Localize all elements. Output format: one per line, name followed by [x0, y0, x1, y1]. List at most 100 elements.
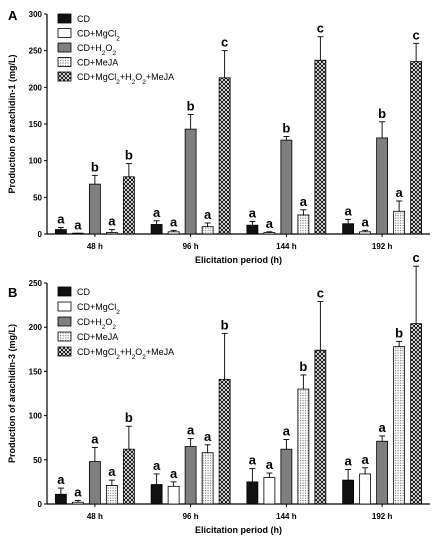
legend-label-subscript: 2	[102, 324, 106, 331]
bar	[150, 224, 163, 235]
significance-letter: a	[108, 214, 116, 229]
y-tick-label: 200	[29, 83, 43, 92]
y-tick-label: 50	[33, 456, 42, 465]
significance-letter: c	[317, 286, 324, 301]
bar	[342, 223, 355, 235]
legend-label: CD	[77, 14, 90, 24]
legend-label-part: CD+MgCl	[77, 72, 116, 82]
significance-letter: a	[345, 454, 353, 469]
legend-label-subscript: 2	[132, 354, 136, 361]
panel-label: B	[8, 285, 17, 300]
significance-letter: b	[378, 106, 386, 121]
legend-label: CD+MeJA	[77, 58, 118, 68]
legend-label-subscript: 2	[142, 354, 146, 361]
legend-label: CD+H2O2	[77, 43, 116, 57]
significance-letter: a	[153, 458, 161, 473]
legend-label-part: O	[135, 72, 142, 82]
significance-letter: a	[204, 429, 212, 444]
bar	[280, 448, 293, 505]
bar	[184, 446, 197, 505]
significance-letter: a	[108, 464, 116, 479]
significance-letter: a	[57, 472, 65, 487]
legend-swatch	[57, 28, 72, 38]
significance-letter: b	[395, 325, 403, 340]
y-tick-label: 200	[29, 323, 43, 332]
bar	[122, 176, 135, 235]
significance-letter: a	[345, 203, 353, 218]
legend-label-part: CD+H	[77, 43, 102, 53]
x-axis-label: Elicitation period (h)	[195, 525, 282, 535]
legend-label-part: CD+MeJA	[77, 332, 118, 342]
legend-entry: CD+H2O2	[57, 42, 116, 57]
legend-swatch	[57, 57, 72, 67]
legend-swatch	[57, 346, 72, 357]
y-axis-label: Production of arachidin-3 (mg/L)	[7, 324, 17, 463]
legend-label-subscript: 2	[112, 50, 116, 57]
significance-letter: a	[170, 466, 178, 481]
significance-letter: a	[74, 217, 82, 232]
legend-label-part: CD+H	[77, 317, 102, 327]
bar	[410, 61, 423, 235]
legend-label-part: O	[135, 347, 142, 357]
y-tick-label: 150	[29, 367, 43, 376]
legend-swatch	[57, 301, 72, 312]
bar	[342, 479, 355, 505]
significance-letter: b	[91, 159, 99, 174]
bar	[201, 452, 214, 505]
significance-letter: c	[317, 21, 324, 36]
significance-letter: b	[299, 359, 307, 374]
legend-label: CD+MgCl2	[77, 29, 120, 43]
legend-swatch	[57, 331, 72, 342]
significance-letter: a	[379, 420, 387, 435]
x-tick-label: 48 h	[87, 242, 103, 251]
significance-letter: a	[266, 216, 274, 231]
legend-swatch	[57, 42, 72, 53]
significance-letter: a	[249, 453, 257, 468]
bar	[167, 231, 180, 235]
legend-entry: CD+MgCl2+H2O2+MeJA	[57, 71, 174, 86]
bar	[88, 461, 101, 505]
significance-letter: a	[396, 185, 404, 200]
bar	[184, 128, 197, 235]
legend-label: CD+H2O2	[77, 317, 116, 331]
legend-label-subscript: 2	[116, 35, 120, 42]
legend-label: CD+MgCl2	[77, 302, 120, 316]
bar	[246, 224, 259, 235]
bar	[263, 477, 276, 505]
legend-swatch	[57, 286, 72, 297]
significance-letter: b	[282, 120, 290, 135]
legend-entry: CD+MeJA	[57, 57, 118, 68]
legend-label-subscript: 2	[132, 79, 136, 86]
significance-letter: a	[249, 206, 257, 221]
legend-label-part: CD	[77, 14, 90, 24]
bar	[280, 139, 293, 235]
y-tick-label: 150	[29, 120, 43, 129]
bar	[263, 232, 276, 235]
legend-label-part: +H	[120, 72, 132, 82]
legend-swatch	[57, 13, 72, 24]
legend-label-part: CD+MeJA	[77, 58, 118, 68]
significance-letter: c	[221, 35, 228, 50]
bar	[297, 388, 310, 505]
legend-entry: CD+MgCl2	[57, 28, 120, 43]
legend-label-part: CD+MgCl	[77, 347, 116, 357]
legend-label-part: CD+MgCl	[77, 302, 116, 312]
significance-letter: b	[125, 410, 133, 425]
y-tick-label: 100	[29, 412, 43, 421]
bar	[122, 448, 135, 505]
bar	[410, 323, 423, 505]
x-tick-label: 48 h	[87, 512, 103, 521]
y-tick-label: 0	[38, 500, 43, 509]
legend-label-subscript: 2	[116, 79, 120, 86]
significance-letter: a	[362, 214, 370, 229]
significance-letter: c	[413, 250, 420, 265]
legend-entry: CD	[57, 13, 90, 24]
bar	[393, 346, 406, 505]
bar	[88, 183, 101, 235]
legend-label-subscript: 2	[142, 79, 146, 86]
y-tick-label: 100	[29, 157, 43, 166]
chart-panel-b: B 0 50 100 150 200 250 Production of arachidin-…	[7, 250, 430, 535]
bar	[218, 378, 231, 505]
significance-letter: b	[221, 317, 229, 332]
